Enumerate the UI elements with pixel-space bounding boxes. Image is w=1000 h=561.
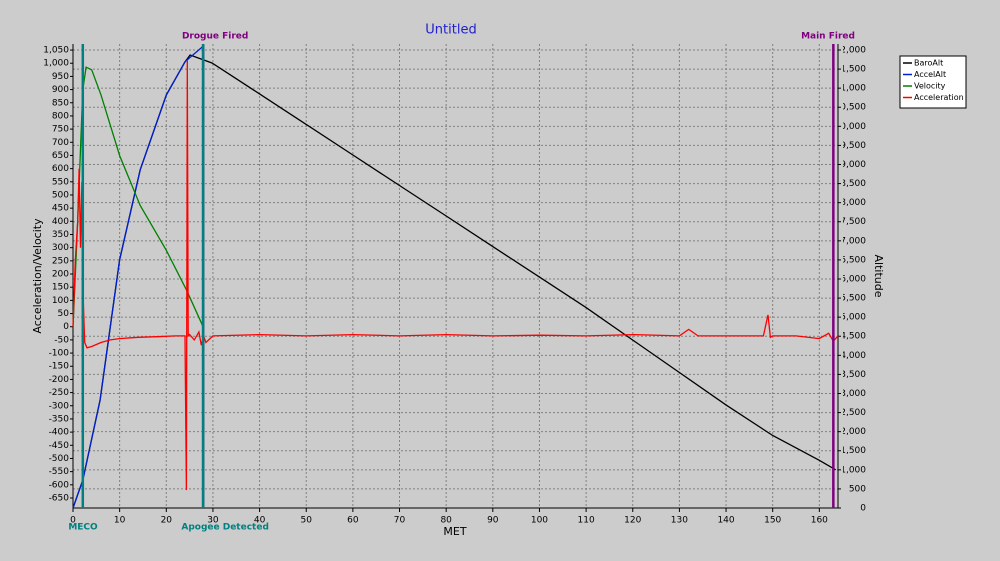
y-tick-label: 850: [52, 98, 69, 108]
y-tick-label: 650: [52, 151, 69, 161]
y2-axis-title: Altitude: [872, 255, 885, 298]
y-tick-label: 1,000: [43, 59, 69, 69]
x-tick-label: 160: [811, 516, 828, 526]
y2-tick-label: 6,000: [840, 274, 866, 284]
y-tick-label: -50: [54, 335, 69, 345]
y2-tick-label: 0: [860, 504, 866, 514]
y-tick-label: -250: [49, 388, 70, 398]
legend-box: [899, 55, 967, 109]
x-tick-label: 140: [717, 516, 734, 526]
legend: BaroAlt AccelAlt Velocity Acceleration: [903, 59, 964, 102]
x-tick-label: 0: [70, 516, 76, 526]
y-tick-label: 300: [52, 243, 69, 253]
legend-label: BaroAlt: [914, 59, 943, 68]
legend-label: AccelAlt: [914, 70, 946, 79]
y-tick-label: -600: [49, 480, 70, 490]
chart-title: Untitled: [425, 23, 476, 38]
y2-tick-label: 2,000: [840, 427, 866, 437]
x-tick-label: 150: [764, 516, 781, 526]
legend-label: Acceleration: [914, 93, 964, 102]
y-tick-label: 750: [52, 125, 69, 135]
event-label: Drogue Fired: [182, 32, 248, 42]
y2-tick-label: 9,000: [840, 160, 866, 170]
y2-tick-label: 3,000: [840, 389, 866, 399]
y-tick-label: -550: [49, 467, 70, 477]
y-tick-label: 50: [58, 309, 70, 319]
x-tick-label: 100: [531, 516, 548, 526]
x-tick-label: 50: [301, 516, 313, 526]
y-tick-label: -350: [49, 414, 70, 424]
y2-tick-label: 6,500: [840, 255, 866, 265]
y-axis-title: Acceleration/Velocity: [31, 218, 44, 334]
y-tick-label: -200: [49, 375, 70, 385]
x-tick-label: 120: [624, 516, 641, 526]
y-tick-label: -650: [49, 493, 70, 503]
y-tick-label: -400: [49, 428, 70, 438]
y2-tick-label: 2,500: [840, 408, 866, 418]
y2-tick-label: 5,000: [840, 313, 866, 323]
y2-tick-label: 10,000: [835, 122, 867, 132]
y-tick-label: 900: [52, 85, 69, 95]
x-tick-label: 110: [578, 516, 595, 526]
y2-tick-label: 1,500: [840, 446, 866, 456]
x-tick-label: 60: [347, 516, 359, 526]
y-tick-label: -450: [49, 441, 70, 451]
y-tick-label: 950: [52, 72, 69, 82]
x-tick-label: 30: [207, 516, 219, 526]
y-tick-label: 500: [52, 190, 69, 200]
y2-tick-label: 5,500: [840, 294, 866, 304]
y2-tick-label: 12,000: [835, 45, 867, 55]
y-tick-label: 550: [52, 177, 69, 187]
x-tick-label: 70: [394, 516, 406, 526]
y-tick-label: 200: [52, 270, 69, 280]
x-tick-label: 130: [671, 516, 688, 526]
event-label: MECO: [68, 523, 98, 533]
series-line: [72, 66, 204, 327]
y2-tick-label: 4,500: [840, 332, 866, 342]
x-tick-label: 80: [440, 516, 452, 526]
legend-label: Velocity: [914, 82, 946, 91]
y2-tick-label: 9,500: [840, 141, 866, 151]
plot: MECO Drogue Fired Apogee Detected Main Fire…: [68, 32, 855, 533]
x-tick-label: 90: [487, 516, 499, 526]
x-tick-label: 40: [254, 516, 266, 526]
y-tick-label: -300: [49, 401, 70, 411]
y-tick-label: 250: [52, 256, 69, 266]
y-tick-label: 400: [52, 217, 69, 227]
y2-tick-label: 1,000: [840, 465, 866, 475]
y2-tick-label: 4,000: [840, 351, 866, 361]
y-tick-label: 600: [52, 164, 69, 174]
x-tick-label: 20: [161, 516, 173, 526]
y-tick-label: 800: [52, 111, 69, 121]
y-tick-label: -500: [49, 454, 70, 464]
y-tick-label: 350: [52, 230, 69, 240]
y-tick-label: 700: [52, 138, 69, 148]
event-label: Apogee Detected: [181, 523, 269, 533]
y-tick-label: 0: [63, 322, 69, 332]
y-tick-label: 450: [52, 204, 69, 214]
y2-tick-label: 11,500: [835, 65, 867, 75]
y2-tick-label: 500: [849, 484, 866, 494]
event-label: Main Fired: [801, 32, 855, 42]
y2-tick-label: 7,500: [840, 217, 866, 227]
y-tick-label: 1,050: [43, 46, 69, 56]
y2-tick-label: 7,000: [840, 236, 866, 246]
y2-tick-label: 10,500: [835, 103, 867, 113]
y2-tick-label: 11,000: [835, 84, 867, 94]
y-tick-label: 100: [52, 296, 69, 306]
y-tick-label: -100: [49, 349, 70, 359]
series-line: [72, 45, 204, 509]
y-tick-label: 150: [52, 283, 69, 293]
y-tick-label: -150: [49, 362, 70, 372]
x-tick-label: 10: [114, 516, 126, 526]
y2-tick-labels: 0 500 1,000 1,500 2,000 2,500 3,000 3,500 4,000 4…: [835, 45, 867, 514]
y2-tick-label: 8,500: [840, 179, 866, 189]
x-axis-title: MET: [443, 525, 466, 538]
y2-tick-label: 3,500: [840, 370, 866, 380]
y2-tick-label: 8,000: [840, 198, 866, 208]
